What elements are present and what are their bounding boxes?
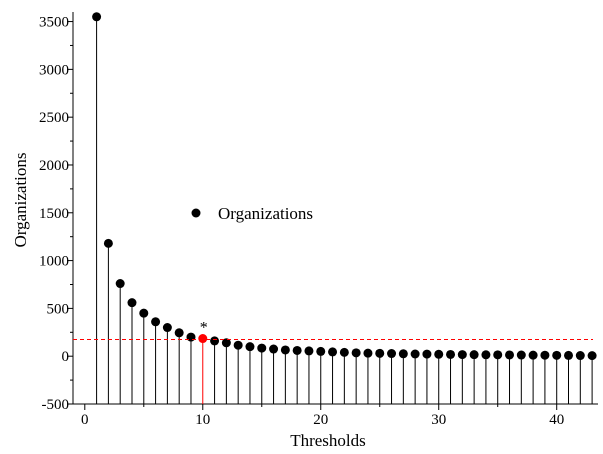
data-point — [257, 343, 267, 353]
data-point — [210, 336, 220, 346]
stems — [96, 16, 593, 404]
highlight-point — [198, 334, 208, 344]
data-point — [422, 349, 432, 359]
data-point — [304, 346, 314, 356]
x-tick-label: 30 — [431, 412, 446, 428]
data-point — [552, 350, 562, 360]
data-point — [575, 351, 585, 361]
data-point — [446, 349, 456, 359]
y-tick-label: 2500 — [39, 110, 69, 126]
data-point — [339, 347, 349, 357]
data-point — [151, 317, 161, 327]
y-tick-label: 1500 — [39, 206, 69, 222]
data-point — [186, 332, 196, 342]
x-axis-label: Thresholds — [290, 431, 366, 450]
data-point — [139, 308, 149, 318]
data-point — [469, 350, 479, 360]
data-point — [351, 348, 361, 358]
axes: -500 0 500 1000 1500 2000 2500 3000 3500 0 10 20 30 4… — [39, 12, 598, 428]
y-tick-label: 2000 — [39, 158, 69, 174]
legend-marker — [191, 208, 201, 218]
x-tick-label: 10 — [195, 412, 210, 428]
data-point — [269, 344, 279, 354]
y-axis-label: Organizations — [11, 152, 30, 247]
x-tick-label: 20 — [313, 412, 328, 428]
data-point — [115, 279, 125, 289]
data-point — [398, 349, 408, 359]
legend: Organizations — [191, 204, 313, 223]
data-point — [103, 238, 113, 248]
data-point — [162, 323, 172, 333]
highlight-annotation: * — [200, 320, 208, 337]
data-point — [434, 349, 444, 359]
data-point — [233, 340, 243, 350]
data-point — [528, 350, 538, 360]
data-point — [328, 347, 338, 357]
data-point — [316, 346, 326, 356]
data-point — [516, 350, 526, 360]
y-tick-label: 500 — [47, 301, 70, 317]
data-point — [410, 349, 420, 359]
data-point — [292, 345, 302, 355]
data-point — [587, 351, 597, 361]
annotations: * — [73, 320, 593, 340]
x-tick-label: 0 — [81, 412, 89, 428]
data-point — [221, 338, 231, 348]
data-point — [457, 350, 467, 360]
data-point — [280, 345, 290, 355]
data-point — [245, 342, 255, 352]
data-point — [375, 348, 385, 358]
y-tick-label: 0 — [62, 349, 70, 365]
data-point — [174, 328, 184, 338]
data-points — [92, 12, 597, 361]
data-point — [92, 12, 102, 22]
legend-label: Organizations — [218, 204, 313, 223]
y-tick-label: 3000 — [39, 62, 69, 78]
data-point — [387, 349, 397, 359]
data-point — [363, 348, 373, 358]
y-tick-label: 1000 — [39, 254, 69, 270]
y-tick-label: 3500 — [39, 15, 69, 31]
data-point — [540, 350, 550, 360]
data-point — [505, 350, 515, 360]
y-tick-label: -500 — [42, 397, 70, 413]
data-point — [493, 350, 503, 360]
data-point — [127, 298, 137, 308]
data-point — [564, 350, 574, 360]
data-point — [481, 350, 491, 360]
x-tick-label: 40 — [549, 412, 564, 428]
